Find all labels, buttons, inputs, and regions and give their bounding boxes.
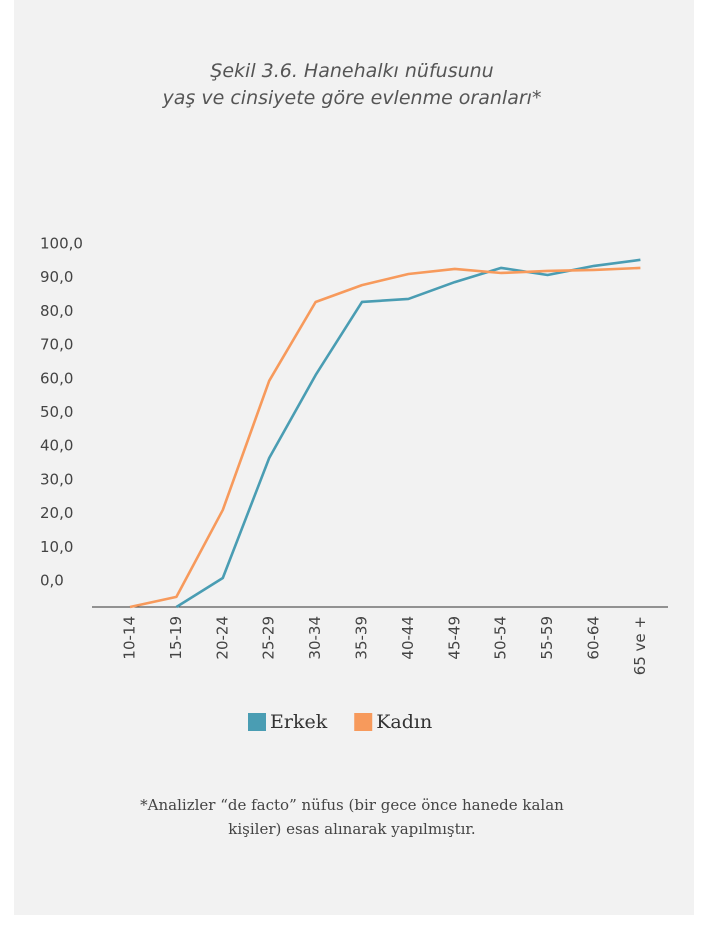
footnote: kişiler) esas alınarak yapılmıştır. — [228, 820, 475, 838]
x-tick-label: 45-49 — [445, 616, 463, 660]
footnote: *Analizler “de facto” nüfus (bir gece ön… — [140, 796, 564, 814]
x-tick-label: 35-39 — [353, 616, 371, 660]
y-tick-label: 20,0 — [40, 504, 73, 522]
chart-title: yaş ve cinsiyete göre evlenme oranları* — [162, 87, 542, 109]
y-tick-label: 50,0 — [40, 403, 73, 421]
y-tick-label: 100,0 — [40, 235, 83, 253]
x-tick-label: 60-64 — [585, 616, 603, 660]
x-tick-label: 55-59 — [538, 616, 556, 660]
card — [14, 0, 694, 915]
x-tick-label: 25-29 — [260, 616, 278, 660]
y-tick-label: 30,0 — [40, 470, 73, 488]
y-tick-label: 40,0 — [40, 437, 73, 455]
y-tick-label: 70,0 — [40, 336, 73, 354]
y-tick-label: 60,0 — [40, 369, 73, 387]
legend-swatch — [248, 713, 266, 731]
chart-title: Şekil 3.6. Hanehalkı nüfusunu — [210, 60, 493, 82]
series-line — [129, 266, 641, 609]
x-tick-label: 10-14 — [121, 616, 139, 660]
legend-label: Erkek — [270, 711, 328, 733]
x-tick-label: 30-34 — [306, 616, 324, 660]
y-tick-label: 90,0 — [40, 268, 73, 286]
x-tick-label: 40-44 — [399, 616, 417, 660]
x-tick-label: 65 ve + — [631, 616, 649, 675]
series-line — [175, 258, 641, 609]
y-tick-label: 10,0 — [40, 538, 73, 556]
legend-label: Kadın — [376, 711, 432, 733]
x-tick-label: 50-54 — [492, 616, 510, 660]
y-tick-label: 0,0 — [40, 572, 64, 590]
x-tick-label: 15-19 — [167, 616, 185, 660]
x-tick-label: 20-24 — [213, 616, 231, 660]
legend-swatch — [354, 713, 373, 731]
y-tick-label: 80,0 — [40, 302, 73, 320]
